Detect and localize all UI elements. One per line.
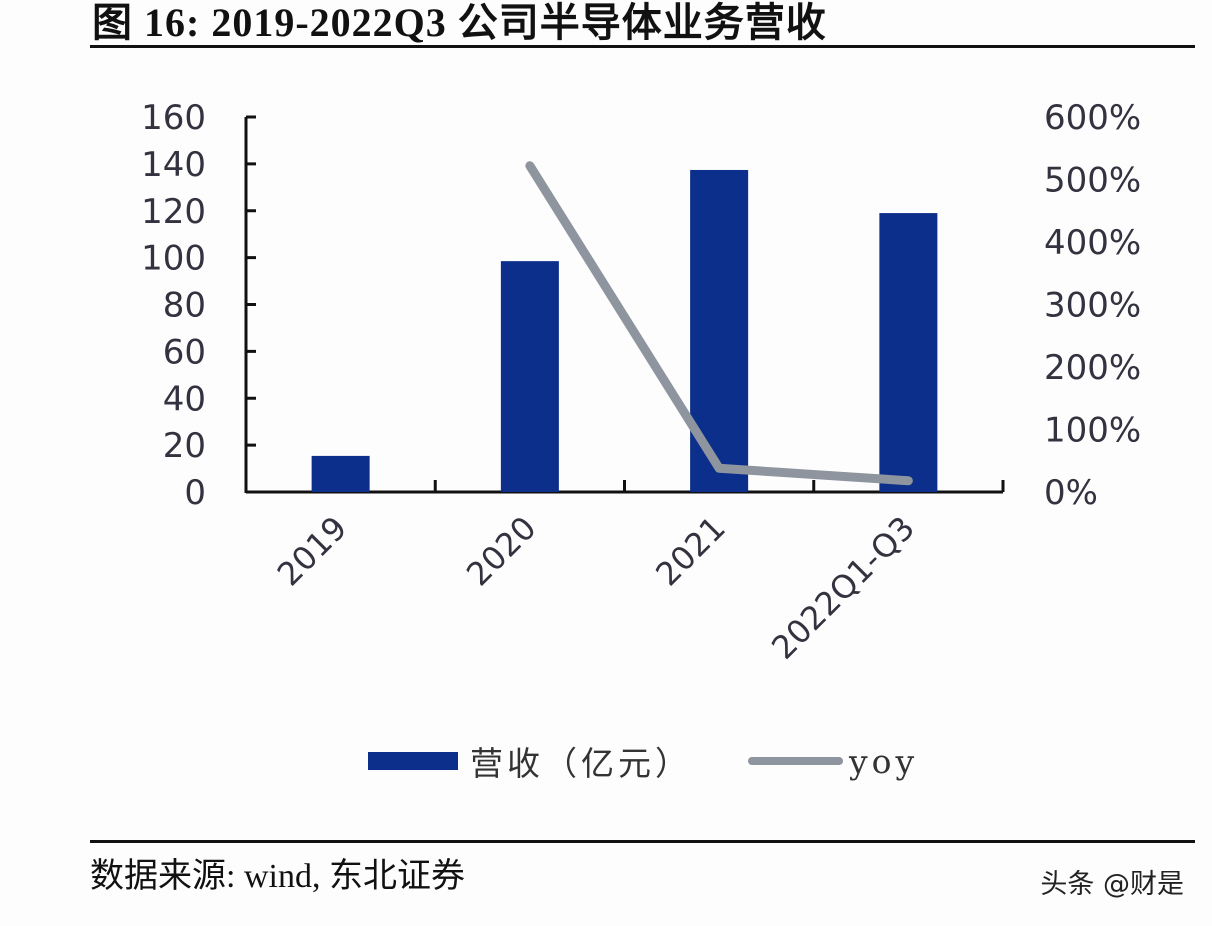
legend-line-swatch [748, 757, 843, 765]
legend-bar-swatch [368, 752, 458, 770]
left-axis-tick-label: 160 [141, 98, 206, 138]
left-axis-tick-label: 80 [163, 286, 206, 326]
figure-title: 图 16: 2019-2022Q3 公司半导体业务营收 [92, 0, 827, 45]
right-axis-tick-label: 100% [1044, 411, 1141, 451]
x-axis-tick-label: 2021 [648, 509, 732, 593]
revenue-bar [879, 213, 938, 492]
left-axis-tick-label: 120 [141, 192, 206, 232]
left-axis-tick-label: 60 [163, 332, 206, 372]
source-note: 数据来源: wind, 东北证券 [90, 858, 465, 895]
left-axis-tick-label: 0 [184, 473, 206, 513]
yoy-line [525, 161, 913, 486]
right-axis-tick-label: 300% [1044, 286, 1141, 326]
chart-legend: 营收（亿元） yoy [368, 738, 918, 784]
x-axis-tick-label: 2019 [270, 509, 354, 593]
x-axis-tick-label: 2022Q1-Q3 [764, 509, 922, 667]
right-axis-tick-label: 400% [1044, 223, 1141, 263]
title-rule [90, 45, 1195, 48]
left-axis-tick-label: 20 [163, 426, 206, 466]
revenue-bar [311, 455, 370, 492]
revenue-bar [500, 261, 559, 492]
legend-bar-label: 营收（亿元） [470, 744, 692, 783]
left-axis-tick-label: 140 [141, 145, 206, 185]
right-axis-tick-label: 0% [1044, 473, 1098, 513]
left-axis-tick-label: 100 [141, 239, 206, 279]
x-axis-tick-label: 2020 [459, 509, 543, 593]
right-axis-tick-label: 500% [1044, 161, 1141, 201]
watermark: 头条 @财是 [1040, 869, 1184, 900]
footer-rule [90, 840, 1195, 843]
chart-plot: 0 20 40 60 80 100 120 140 160 0% 100% 200% 300% 400% 5… [141, 98, 1141, 667]
right-axis-tick-label: 200% [1044, 348, 1141, 388]
right-axis-tick-label: 600% [1044, 98, 1141, 138]
legend-line-label: yoy [849, 741, 919, 781]
left-axis-tick-label: 40 [163, 379, 206, 419]
